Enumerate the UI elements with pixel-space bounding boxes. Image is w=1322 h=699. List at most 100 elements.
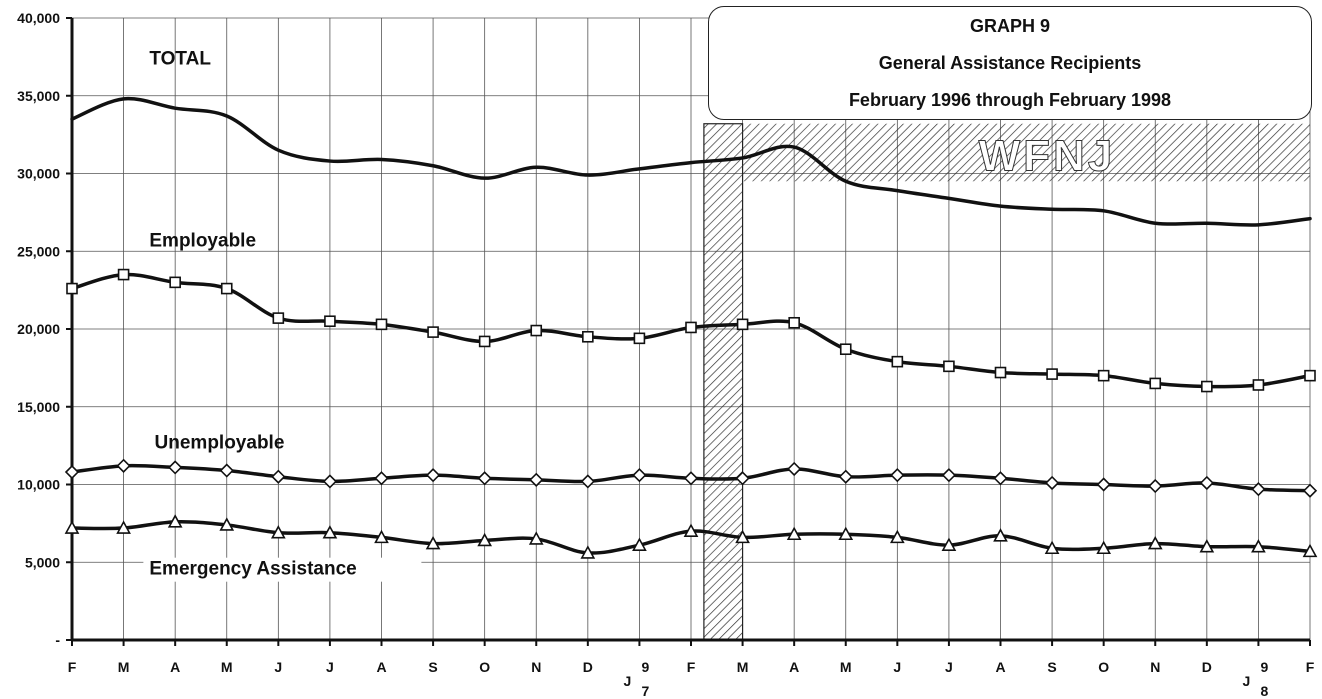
y-tick-label: 35,000 <box>17 88 60 104</box>
data-point-emergency-assistance <box>1302 543 1318 558</box>
y-tick-label: 25,000 <box>17 243 60 259</box>
data-point-employable <box>839 343 852 356</box>
data-point-unemployable <box>787 461 802 477</box>
y-tick-label: 40,000 <box>17 10 60 26</box>
data-point-unemployable <box>890 468 905 483</box>
y-tick-label: 15,000 <box>17 399 60 415</box>
data-point-employable <box>633 332 646 345</box>
data-point-unemployable <box>838 469 853 484</box>
data-point-emergency-assistance <box>838 526 854 541</box>
x-tick-label: M <box>737 659 749 675</box>
data-point-emergency-assistance <box>528 531 544 545</box>
x-tick-label: O <box>479 659 490 675</box>
data-point-unemployable <box>1096 477 1111 492</box>
data-point-unemployable <box>168 460 183 475</box>
data-point-employable <box>324 315 336 328</box>
data-point-emergency-assistance <box>477 532 493 547</box>
data-point-employable <box>994 366 1007 379</box>
data-point-employable <box>272 312 285 324</box>
axes <box>66 17 1311 646</box>
y-tick-label: 30,000 <box>17 166 60 182</box>
year-digit: 9 <box>1261 659 1269 675</box>
series-line-total <box>70 96 1312 227</box>
x-tick-label: J <box>274 659 282 675</box>
x-tick-label: M <box>840 659 852 675</box>
data-point-emergency-assistance <box>322 525 338 539</box>
data-point-unemployable <box>941 468 957 483</box>
wfnj-vertical-band <box>703 123 744 641</box>
data-point-employable <box>375 318 388 331</box>
x-tick-label: M <box>118 659 130 675</box>
x-tick-label: S <box>428 659 437 675</box>
data-point-emergency-assistance <box>786 526 802 541</box>
wfnj-shaded-region: WFNJ <box>703 123 1310 641</box>
y-tick-label: - <box>55 632 60 648</box>
year-digit: 7 <box>642 683 650 699</box>
data-point-unemployable <box>580 474 595 489</box>
wfnj-horizontal-band <box>742 123 1310 182</box>
data-point-emergency-assistance <box>1251 539 1266 553</box>
x-tick-label: D <box>1202 659 1212 675</box>
data-point-unemployable <box>529 472 544 487</box>
chart-period: February 1996 through February 1998 <box>848 89 1172 110</box>
data-point-employable <box>530 324 543 337</box>
series-labels: TOTAL Employable Unemployable Emergency Ass… <box>143 49 422 582</box>
data-point-employable <box>66 282 78 295</box>
series-lines <box>64 96 1318 559</box>
y-tick-label: 5,000 <box>25 554 60 570</box>
data-point-unemployable <box>683 471 699 486</box>
data-point-unemployable <box>1044 475 1060 491</box>
chart-title: GRAPH 9 <box>969 15 1050 36</box>
data-point-employable <box>891 355 904 368</box>
data-point-employable <box>427 326 439 338</box>
x-tick-label: A <box>376 659 386 675</box>
data-point-employable <box>169 276 181 289</box>
data-point-emergency-assistance <box>1147 535 1163 550</box>
x-tick-label: A <box>170 659 180 675</box>
data-point-unemployable <box>1199 475 1214 491</box>
data-point-unemployable <box>477 471 492 486</box>
data-point-unemployable <box>632 468 647 483</box>
data-point-unemployable <box>271 469 286 484</box>
data-point-emergency-assistance <box>1096 540 1112 555</box>
data-point-emergency-assistance <box>735 529 750 544</box>
x-tick-label: J <box>893 659 901 675</box>
data-point-employable <box>478 335 491 348</box>
data-point-unemployable <box>1148 478 1163 494</box>
x-tick-label: N <box>1150 659 1160 675</box>
x-tick-label: D <box>583 659 593 675</box>
x-tick-label: O <box>1098 659 1109 675</box>
data-point-employable <box>736 318 749 331</box>
data-point-employable <box>1149 377 1162 390</box>
data-point-employable <box>943 360 955 373</box>
x-tick-label: F <box>68 659 77 675</box>
data-point-emergency-assistance <box>167 514 183 528</box>
data-point-emergency-assistance <box>425 535 441 550</box>
data-point-unemployable <box>116 458 131 473</box>
x-tick-label: N <box>531 659 541 675</box>
series-label-bg <box>143 557 422 582</box>
data-point-employable <box>1097 369 1110 382</box>
data-point-employable <box>685 321 697 334</box>
data-point-emergency-assistance <box>632 537 647 551</box>
data-point-emergency-assistance <box>580 545 596 559</box>
data-point-unemployable <box>322 474 338 489</box>
x-tick-label: J <box>945 659 953 675</box>
data-point-unemployable <box>425 468 441 483</box>
data-point-emergency-assistance <box>683 523 699 537</box>
data-point-emergency-assistance <box>219 517 235 531</box>
data-point-unemployable <box>1251 482 1266 497</box>
data-point-emergency-assistance <box>1044 540 1060 555</box>
series-label-total: TOTAL <box>149 49 211 70</box>
x-tick-label: J <box>624 673 632 689</box>
data-point-unemployable <box>64 464 80 480</box>
data-point-emergency-assistance <box>1199 539 1215 553</box>
title-box: GRAPH 9 General Assistance Recipients Fe… <box>708 6 1312 120</box>
series-label-employable: Employable <box>149 231 256 252</box>
data-point-unemployable <box>1302 483 1318 498</box>
x-tick-label: J <box>326 659 334 675</box>
data-point-employable <box>1252 379 1265 391</box>
data-point-emergency-assistance <box>374 529 389 544</box>
tick-labels: - 5,000 10,000 15,000 20,000 25,000 30,000 35,0… <box>17 10 1315 699</box>
